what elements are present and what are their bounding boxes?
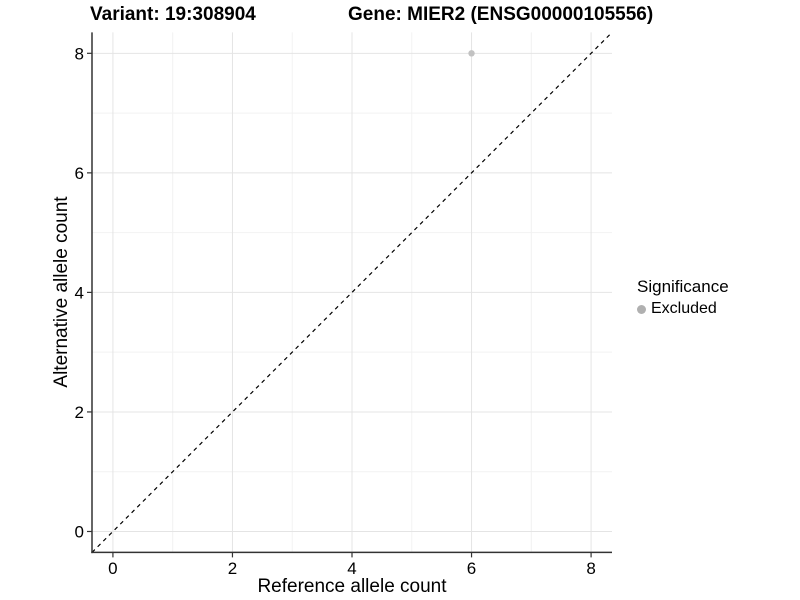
identity-reference-line bbox=[91, 31, 613, 553]
x-tick-label: 8 bbox=[586, 559, 595, 578]
y-tick-label: 8 bbox=[75, 44, 84, 63]
x-tick-label: 6 bbox=[467, 559, 476, 578]
gene-title: Gene: MIER2 (ENSG00000105556) bbox=[348, 4, 654, 25]
y-axis-title: Alternative allele count bbox=[51, 196, 72, 388]
y-tick-label: 4 bbox=[75, 283, 84, 302]
y-tick-label: 0 bbox=[75, 522, 84, 541]
x-tick-label: 0 bbox=[108, 559, 117, 578]
x-axis-title: Reference allele count bbox=[257, 576, 447, 597]
y-tick-label: 2 bbox=[75, 403, 84, 422]
y-tick-label: 6 bbox=[75, 164, 84, 183]
legend-point-icon bbox=[637, 304, 646, 314]
x-tick-label: 4 bbox=[347, 559, 356, 578]
variant-title: Variant: 19:308904 bbox=[90, 4, 256, 25]
data-point bbox=[468, 50, 475, 57]
legend-title: Significance bbox=[637, 277, 729, 296]
legend-entry: Excluded bbox=[637, 300, 729, 318]
legend: Significance Excluded bbox=[637, 277, 729, 318]
legend-entry-label: Excluded bbox=[651, 300, 717, 317]
x-tick-label: 2 bbox=[228, 559, 237, 578]
